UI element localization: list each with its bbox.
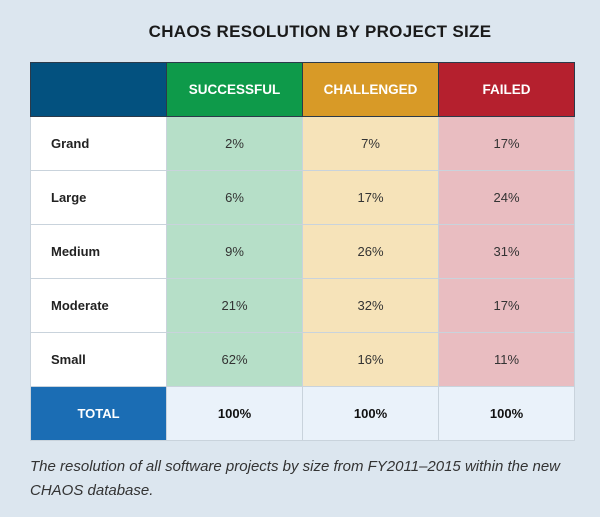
row-label: Small bbox=[30, 332, 167, 387]
row-label: Large bbox=[30, 170, 167, 225]
cell: 32% bbox=[302, 278, 439, 333]
cell: 7% bbox=[302, 116, 439, 171]
header-cell: FAILED bbox=[438, 62, 575, 117]
total-label: TOTAL bbox=[30, 386, 167, 441]
total-cell: 100% bbox=[302, 386, 439, 441]
header-row: SUCCESSFUL CHALLENGED FAILED bbox=[30, 62, 575, 117]
cell: 16% bbox=[302, 332, 439, 387]
total-cell: 100% bbox=[166, 386, 303, 441]
table: SUCCESSFUL CHALLENGED FAILED Grand 2% 7% 17% La… bbox=[30, 62, 575, 441]
cell: 11% bbox=[438, 332, 575, 387]
row: Small 62% 16% 11% bbox=[30, 332, 575, 387]
row: Grand 2% 7% 17% bbox=[30, 116, 575, 171]
header-cell: CHALLENGED bbox=[302, 62, 439, 117]
row-label: Medium bbox=[30, 224, 167, 279]
cell: 17% bbox=[302, 170, 439, 225]
row-label: Moderate bbox=[30, 278, 167, 333]
title: CHAOS RESOLUTION BY PROJECT SIZE bbox=[148, 22, 492, 41]
row-label: Grand bbox=[30, 116, 167, 171]
header-cell: SUCCESSFUL bbox=[166, 62, 303, 117]
cell: 2% bbox=[166, 116, 303, 171]
cell: 24% bbox=[438, 170, 575, 225]
cell: 17% bbox=[438, 116, 575, 171]
caption: The resolution of all software projects … bbox=[30, 458, 560, 499]
cell: 21% bbox=[166, 278, 303, 333]
cell: 31% bbox=[438, 224, 575, 279]
row: Moderate 21% 32% 17% bbox=[30, 278, 575, 333]
cell: 6% bbox=[166, 170, 303, 225]
header-cell bbox=[30, 62, 167, 117]
cell: 17% bbox=[438, 278, 575, 333]
total-cell: 100% bbox=[438, 386, 575, 441]
row: Large 6% 17% 24% bbox=[30, 170, 575, 225]
row: Medium 9% 26% 31% bbox=[30, 224, 575, 279]
cell: 62% bbox=[166, 332, 303, 387]
total-row: TOTAL 100% 100% 100% bbox=[30, 386, 575, 441]
cell: 9% bbox=[166, 224, 303, 279]
cell: 26% bbox=[302, 224, 439, 279]
